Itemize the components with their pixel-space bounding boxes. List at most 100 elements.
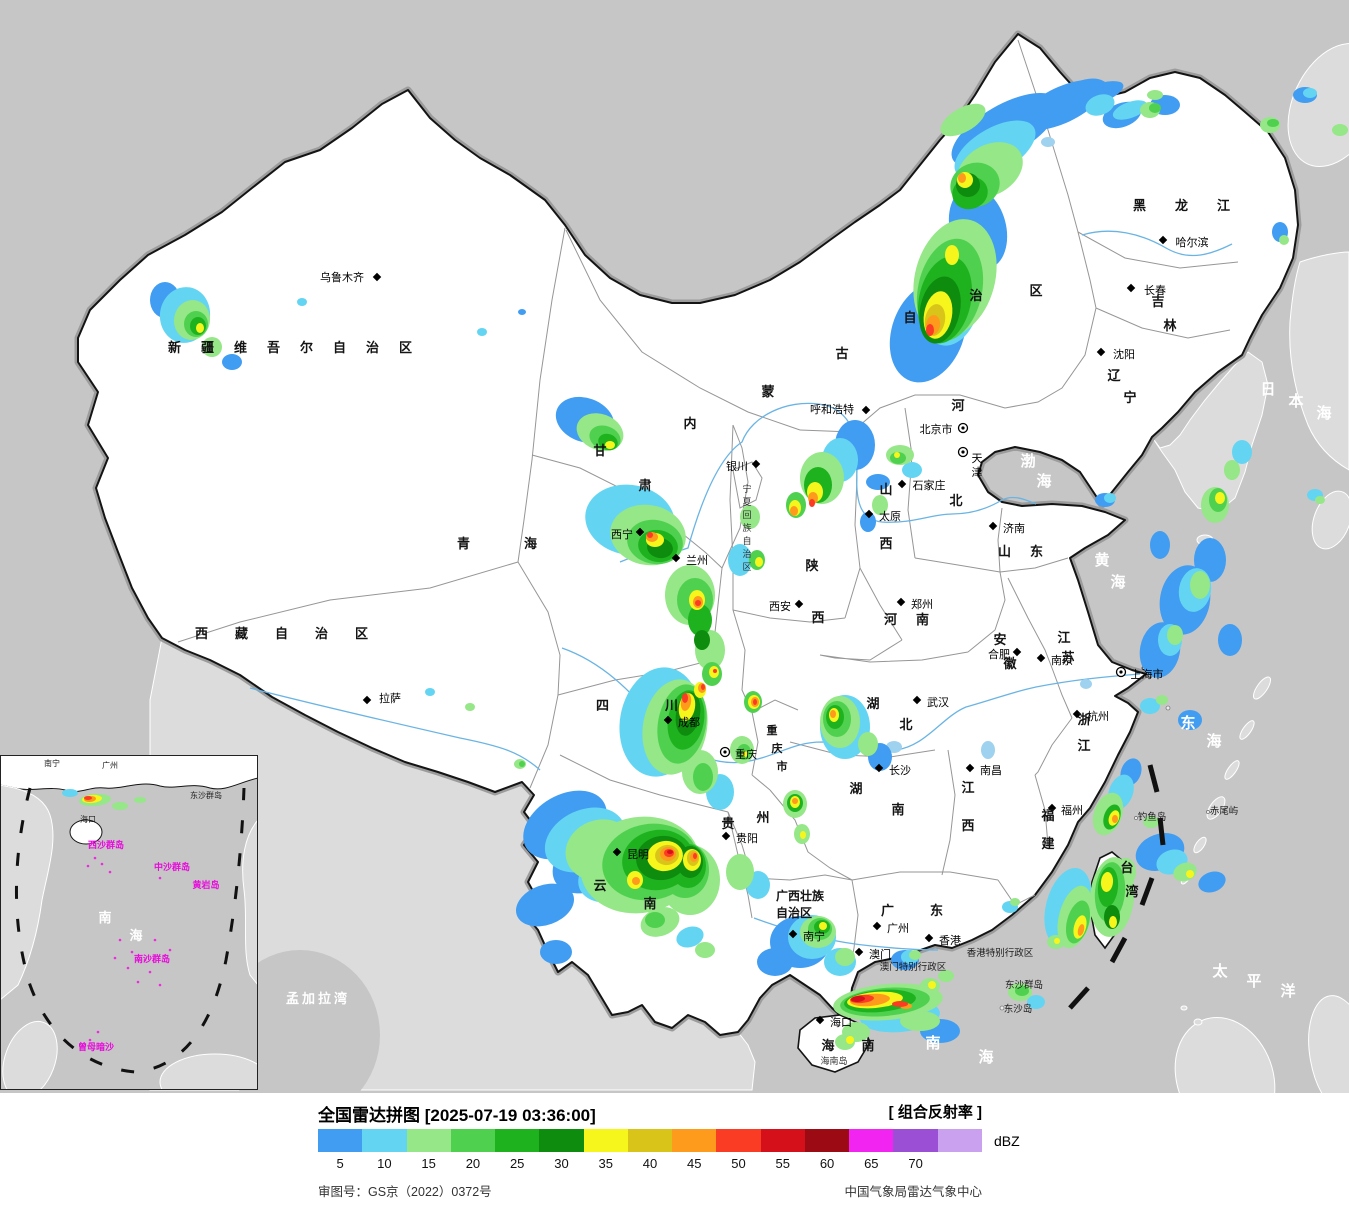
province-label: 青海	[457, 536, 591, 551]
radar-echo	[222, 354, 242, 370]
province-label: 湖	[849, 781, 862, 796]
dbz-tick: 60	[819, 1156, 835, 1171]
sea-label: 太	[1212, 962, 1228, 980]
radar-echo	[872, 495, 888, 515]
city-label: 贵阳	[736, 832, 758, 845]
product-label: [ 组合反射率 ]	[888, 1104, 982, 1121]
radar-echo	[1186, 870, 1194, 878]
radar-echo	[693, 853, 697, 859]
city-label: 哈尔滨	[1176, 235, 1209, 249]
dbz-swatch-65	[849, 1129, 894, 1152]
inset-malay	[2, 1020, 58, 1090]
radar-echo	[1100, 872, 1114, 892]
province-label: 台	[1120, 860, 1133, 875]
sea-label: 平	[1246, 973, 1261, 990]
province-label: 自	[903, 310, 916, 325]
dbz-colorbar	[318, 1129, 982, 1152]
philippines-island	[1308, 995, 1349, 1093]
island-dot	[96, 1030, 100, 1034]
radar-echo	[695, 600, 701, 606]
radar-echo	[1109, 916, 1117, 928]
radar-echo	[202, 337, 222, 357]
province-label: 北	[899, 717, 912, 732]
radar-echo	[540, 940, 572, 964]
sea-label: 海	[1110, 573, 1125, 591]
city-label: 石家庄	[913, 478, 946, 492]
province-label: 北	[949, 493, 962, 508]
province-label: 贵	[721, 816, 734, 831]
province-label: 河南	[884, 612, 948, 627]
radar-echo	[1085, 94, 1115, 116]
radar-echo	[909, 950, 921, 960]
place-label: 东沙岛	[1004, 1003, 1033, 1015]
sea-label: 日	[1260, 381, 1275, 398]
province-label: 西	[961, 818, 974, 833]
dbz-swatch-50	[716, 1129, 761, 1152]
province-label: 海	[821, 1038, 834, 1053]
radar-echo	[940, 103, 986, 137]
province-label: 云	[593, 878, 606, 893]
sea-label: 海	[1316, 404, 1331, 422]
dbz-swatch-70	[893, 1129, 938, 1152]
city-label: 杭州	[1087, 709, 1109, 723]
sea-label: 海	[978, 1048, 993, 1066]
radar-echo	[809, 499, 815, 507]
radar-echo	[1140, 698, 1160, 714]
city-label: 广州	[887, 922, 909, 935]
radar-echo	[693, 763, 713, 791]
dbz-swatch-20	[450, 1129, 496, 1152]
sea-label: 黄	[1094, 551, 1109, 569]
inset-island-label: 曾母暗沙	[78, 1041, 114, 1052]
city-marker	[372, 272, 382, 282]
radar-echo	[1143, 816, 1159, 828]
radar-echo	[894, 452, 900, 458]
radar-echo	[134, 797, 146, 803]
radar-echo	[645, 912, 665, 928]
province-label: 湾	[1125, 884, 1138, 899]
inset-island-label: 黄岩岛	[192, 879, 219, 890]
dbz-tick	[938, 1156, 982, 1171]
province-label: 建	[1041, 836, 1054, 851]
inset-label: 东沙群岛	[190, 790, 222, 800]
dbz-tick: 40	[642, 1156, 658, 1171]
province-label: 黑龙江	[1133, 198, 1259, 213]
province-label: 徽	[1002, 656, 1017, 671]
radar-echo	[958, 173, 966, 183]
sea-label: 海	[1036, 472, 1051, 490]
province-label: 西	[811, 610, 824, 625]
place-label: 澳门特别行政区	[880, 961, 947, 973]
province-label: 南	[861, 1038, 874, 1053]
city-label: 呼和浩特	[810, 402, 854, 416]
island-dot	[118, 938, 122, 942]
province-label: 蒙	[761, 384, 774, 399]
island-dot	[153, 938, 157, 942]
dbz-swatch-40	[627, 1129, 673, 1152]
province-label: 西藏自治区	[195, 626, 395, 641]
radar-echo	[84, 796, 92, 800]
radar-echo	[518, 309, 526, 315]
city-label: 西安	[769, 599, 791, 613]
city-label: 成都	[678, 716, 700, 729]
inset-label: 海口	[80, 814, 96, 824]
radar-echo	[742, 751, 748, 757]
radar-echo	[477, 328, 487, 336]
dbz-tick: 45	[687, 1156, 702, 1171]
place-label: 海南岛	[820, 1055, 847, 1066]
island-dot	[126, 966, 130, 970]
radar-echo	[892, 1001, 908, 1007]
radar-echo	[1156, 695, 1168, 705]
inset-china-coast	[0, 755, 258, 793]
sea-label: 孟加拉湾	[286, 991, 350, 1006]
radar-echo	[1267, 119, 1279, 127]
island-dot	[158, 876, 162, 880]
radar-echo	[695, 942, 715, 958]
province-label: 南	[891, 802, 904, 817]
dbz-tick: 25	[509, 1156, 525, 1171]
south-china-sea-inset	[0, 755, 258, 1090]
province-label: 福	[1040, 808, 1054, 823]
city-label: 济南	[1003, 521, 1025, 535]
radar-echo	[1112, 815, 1118, 823]
radar-echo	[726, 854, 754, 890]
dbz-tick: 35	[598, 1156, 613, 1171]
luzon-island	[1174, 1016, 1276, 1093]
